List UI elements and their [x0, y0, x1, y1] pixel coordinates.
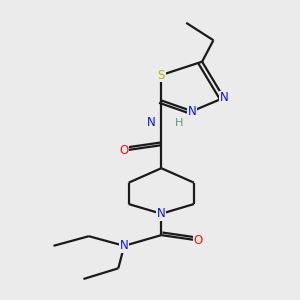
Text: N: N — [147, 116, 156, 129]
Text: O: O — [120, 144, 129, 157]
Text: S: S — [158, 69, 165, 82]
Text: O: O — [194, 234, 203, 247]
Text: N: N — [157, 207, 166, 220]
Text: N: N — [188, 105, 197, 118]
Text: N: N — [120, 239, 129, 252]
Text: H: H — [175, 118, 184, 128]
Text: N: N — [220, 91, 228, 104]
